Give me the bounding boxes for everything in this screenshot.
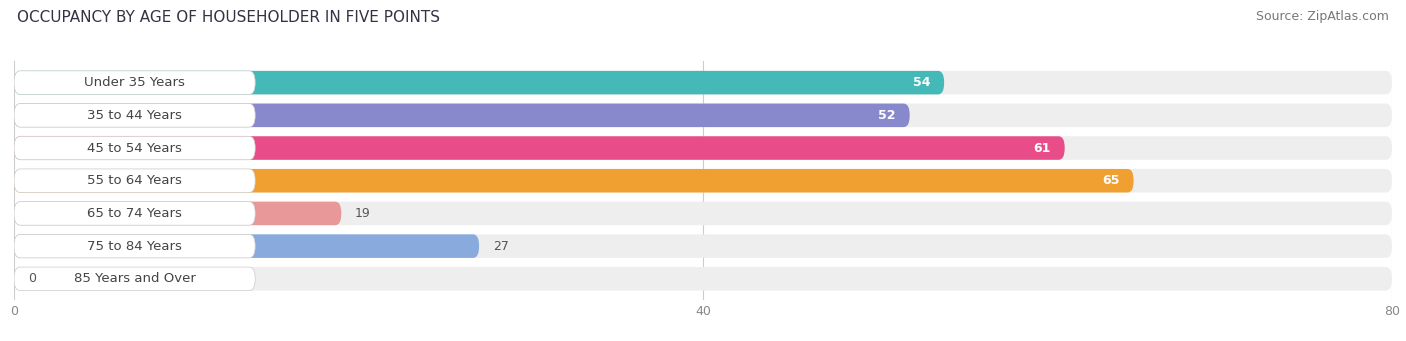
- FancyBboxPatch shape: [14, 202, 1392, 225]
- FancyBboxPatch shape: [14, 136, 1392, 160]
- FancyBboxPatch shape: [14, 71, 945, 94]
- FancyBboxPatch shape: [14, 104, 1392, 127]
- Text: 54: 54: [912, 76, 931, 89]
- Text: 35 to 44 Years: 35 to 44 Years: [87, 109, 181, 122]
- Text: Source: ZipAtlas.com: Source: ZipAtlas.com: [1256, 10, 1389, 23]
- Text: OCCUPANCY BY AGE OF HOUSEHOLDER IN FIVE POINTS: OCCUPANCY BY AGE OF HOUSEHOLDER IN FIVE …: [17, 10, 440, 25]
- FancyBboxPatch shape: [14, 202, 342, 225]
- Text: 65 to 74 Years: 65 to 74 Years: [87, 207, 181, 220]
- FancyBboxPatch shape: [14, 71, 256, 94]
- Text: 55 to 64 Years: 55 to 64 Years: [87, 174, 181, 187]
- Text: 0: 0: [28, 272, 35, 285]
- Text: 85 Years and Over: 85 Years and Over: [73, 272, 195, 285]
- Text: 52: 52: [879, 109, 896, 122]
- FancyBboxPatch shape: [14, 136, 256, 160]
- FancyBboxPatch shape: [14, 71, 1392, 94]
- Text: Under 35 Years: Under 35 Years: [84, 76, 186, 89]
- FancyBboxPatch shape: [14, 267, 256, 291]
- FancyBboxPatch shape: [14, 267, 1392, 291]
- Text: 27: 27: [494, 240, 509, 253]
- FancyBboxPatch shape: [14, 234, 479, 258]
- FancyBboxPatch shape: [14, 169, 256, 193]
- Text: 19: 19: [356, 207, 371, 220]
- FancyBboxPatch shape: [14, 104, 910, 127]
- FancyBboxPatch shape: [14, 169, 1392, 193]
- FancyBboxPatch shape: [14, 104, 256, 127]
- Text: 65: 65: [1102, 174, 1119, 187]
- Text: 75 to 84 Years: 75 to 84 Years: [87, 240, 181, 253]
- Text: 61: 61: [1033, 142, 1050, 154]
- FancyBboxPatch shape: [14, 169, 1133, 193]
- FancyBboxPatch shape: [14, 136, 1064, 160]
- FancyBboxPatch shape: [14, 202, 256, 225]
- Text: 45 to 54 Years: 45 to 54 Years: [87, 142, 181, 154]
- FancyBboxPatch shape: [14, 234, 1392, 258]
- FancyBboxPatch shape: [14, 234, 256, 258]
